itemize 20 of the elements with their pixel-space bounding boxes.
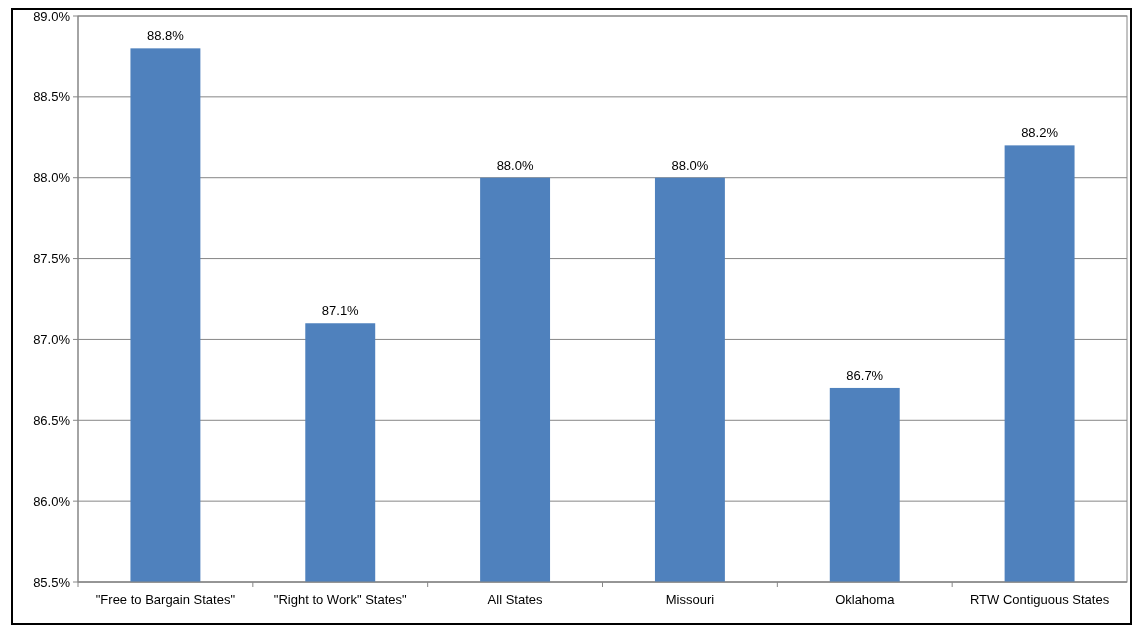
x-tick-label: RTW Contiguous States [969,592,1110,607]
y-tick-label: 86.0% [33,493,71,509]
y-tick-label: 89.0% [33,8,71,24]
y-tick-label: 88.0% [33,170,71,186]
y-tick-label: 85.5% [33,574,71,590]
data-label: 87.1% [321,303,360,319]
data-label: 88.0% [496,157,534,173]
x-tick-label: "Free to Bargain States" [95,592,236,607]
data-label: 88.0% [671,157,709,173]
data-label: 88.8% [146,28,185,44]
data-label: 88.2% [1021,125,1059,141]
x-tick-label: "Right to Work" States" [273,592,408,607]
x-tick-label: Missouri [665,592,715,607]
y-tick-label: 87.0% [33,331,71,347]
y-tick-label: 86.5% [33,412,71,428]
y-tick-label: 88.5% [33,89,71,105]
x-tick-label: All States [487,592,544,607]
y-tick-label: 87.5% [33,251,71,267]
data-label: 86.7% [846,367,884,383]
x-tick-label: Oklahoma [835,592,896,607]
